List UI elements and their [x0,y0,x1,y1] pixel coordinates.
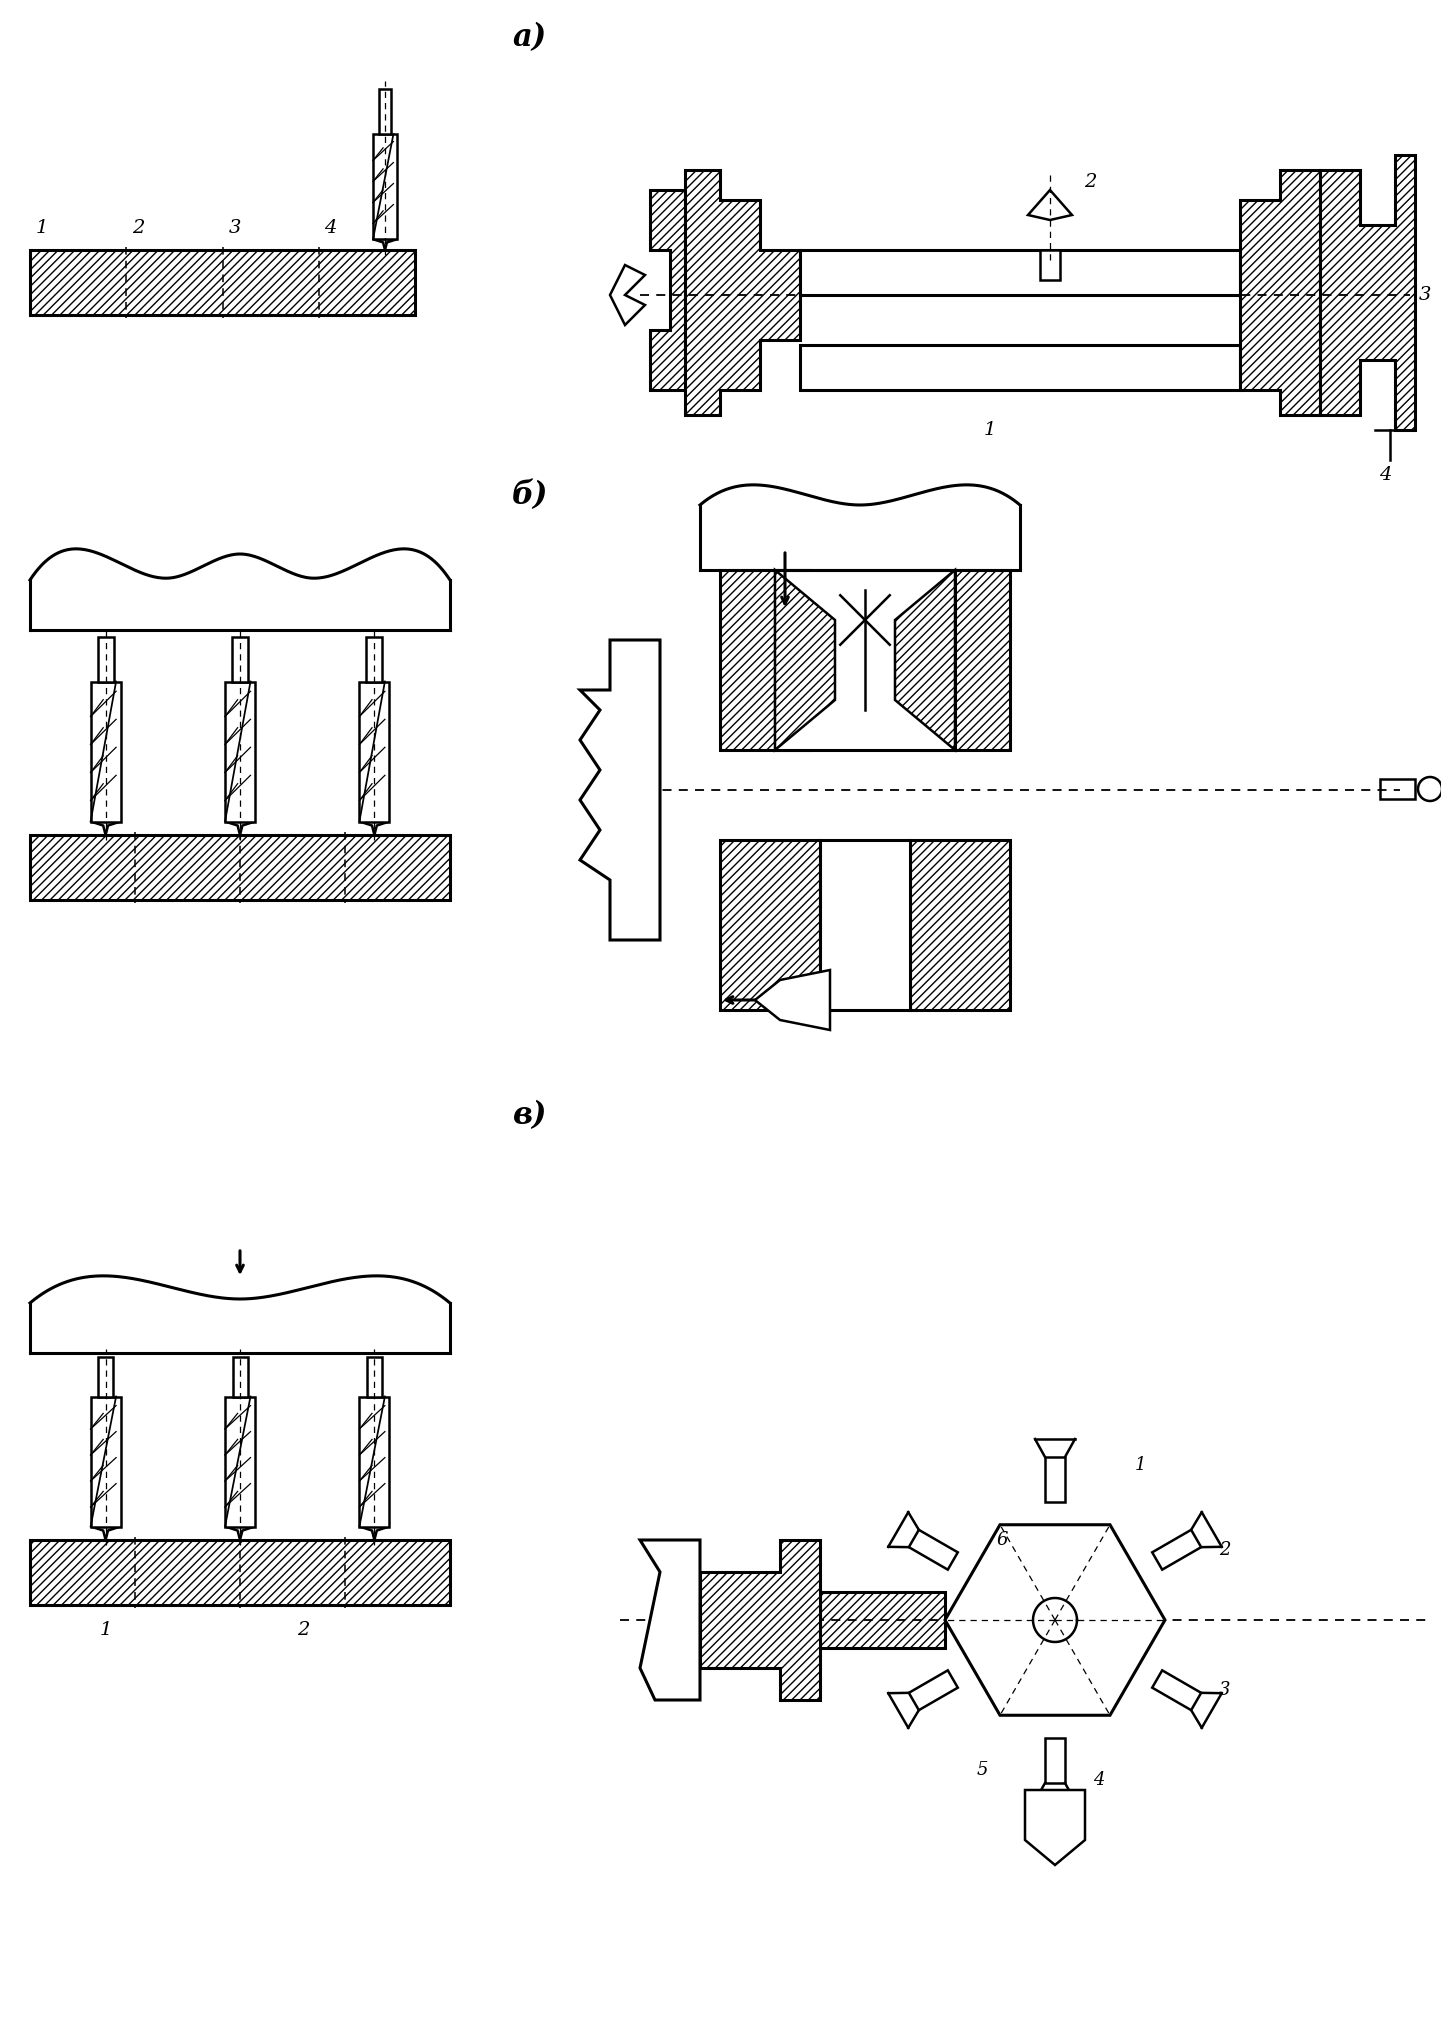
Polygon shape [367,1357,382,1396]
Text: 4: 4 [1094,1771,1105,1789]
Polygon shape [359,682,389,821]
Polygon shape [30,1541,450,1606]
Polygon shape [1153,1529,1202,1569]
Text: 4: 4 [1379,466,1391,484]
Text: 6: 6 [996,1531,1007,1549]
Polygon shape [895,571,955,750]
Polygon shape [1153,1670,1202,1710]
Polygon shape [820,1591,945,1648]
Polygon shape [909,1529,958,1569]
Polygon shape [379,89,391,135]
Polygon shape [684,169,800,416]
Polygon shape [98,637,114,682]
Polygon shape [909,1670,958,1710]
Text: 3: 3 [1219,1680,1231,1698]
Polygon shape [1045,1739,1065,1783]
Polygon shape [800,345,1241,389]
Polygon shape [232,637,248,682]
Text: 3: 3 [1419,286,1431,305]
Polygon shape [359,1527,389,1541]
Polygon shape [225,821,255,835]
Polygon shape [820,839,911,1011]
Text: б): б) [512,480,548,510]
Polygon shape [232,1357,248,1396]
Polygon shape [700,484,1020,571]
Polygon shape [1040,250,1061,280]
Text: 1: 1 [1134,1456,1146,1474]
Text: в): в) [513,1099,548,1132]
Polygon shape [373,240,398,250]
Polygon shape [373,135,398,240]
Text: 3: 3 [228,220,241,238]
Polygon shape [800,250,1241,294]
Polygon shape [1025,1789,1085,1866]
Polygon shape [755,970,830,1031]
Polygon shape [775,571,955,750]
Text: 2: 2 [297,1622,310,1640]
Polygon shape [911,839,1010,1011]
Text: 5: 5 [976,1761,987,1779]
Polygon shape [91,1396,121,1527]
Polygon shape [30,549,450,629]
Polygon shape [225,1396,255,1527]
Text: 4: 4 [324,220,337,238]
Polygon shape [640,1541,700,1700]
Polygon shape [1241,169,1320,416]
Polygon shape [366,637,382,682]
Polygon shape [720,571,810,750]
Polygon shape [359,1396,389,1527]
Text: 2: 2 [1219,1541,1231,1559]
Polygon shape [720,839,820,1011]
Polygon shape [775,571,834,750]
Polygon shape [650,190,684,389]
Text: а): а) [513,22,548,52]
Polygon shape [30,835,450,900]
Polygon shape [945,1525,1164,1714]
Polygon shape [1320,155,1415,430]
Polygon shape [91,682,121,821]
Polygon shape [225,682,255,821]
Polygon shape [30,1277,450,1353]
Text: 1: 1 [36,220,48,238]
Polygon shape [1380,779,1415,799]
Polygon shape [1027,190,1072,220]
Text: 1: 1 [99,1622,112,1640]
Polygon shape [919,571,1010,750]
Text: +: + [1048,1809,1062,1827]
Polygon shape [91,821,121,835]
Text: 2: 2 [1084,173,1097,192]
Polygon shape [1045,1456,1065,1503]
Polygon shape [700,1541,820,1700]
Polygon shape [98,1357,112,1396]
Polygon shape [30,250,415,315]
Polygon shape [579,639,660,940]
Text: 2: 2 [133,220,144,238]
Text: 1: 1 [984,422,996,440]
Circle shape [1418,777,1441,801]
Polygon shape [91,1527,121,1541]
Polygon shape [610,264,646,325]
Polygon shape [225,1527,255,1541]
Polygon shape [359,821,389,835]
